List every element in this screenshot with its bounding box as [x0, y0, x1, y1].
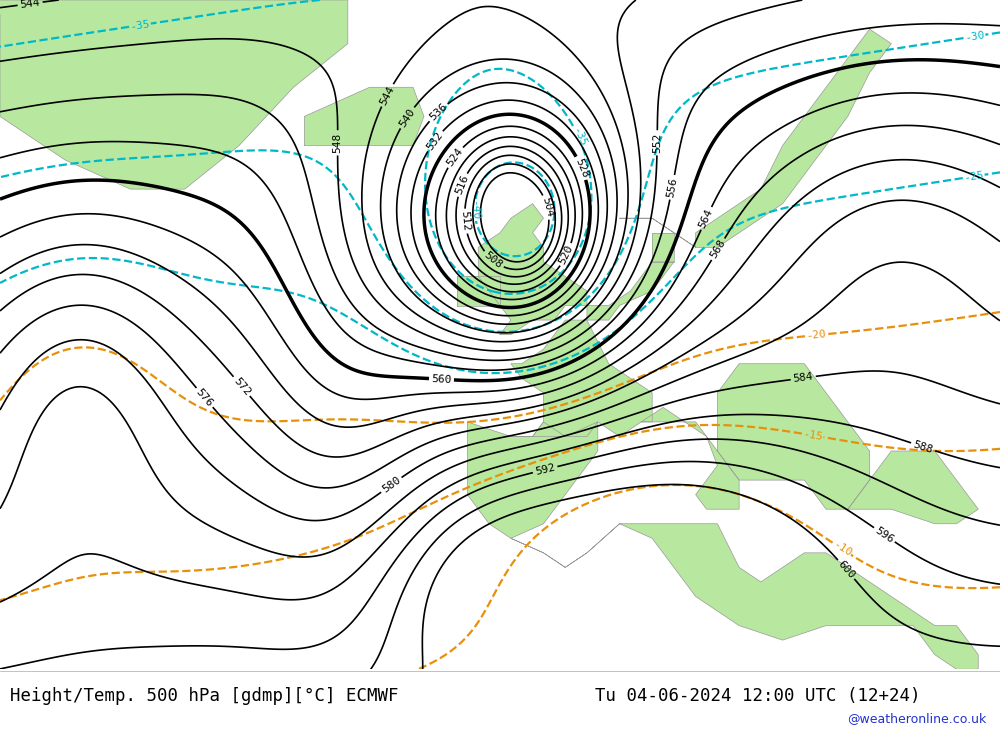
Text: 600: 600: [836, 559, 857, 581]
Text: @weatheronline.co.uk: @weatheronline.co.uk: [847, 712, 986, 726]
Text: Height/Temp. 500 hPa [gdmp][°C] ECMWF: Height/Temp. 500 hPa [gdmp][°C] ECMWF: [10, 687, 398, 705]
Text: -25: -25: [963, 170, 984, 183]
Text: 528: 528: [573, 157, 590, 180]
Text: 536: 536: [427, 102, 449, 123]
Text: 508: 508: [482, 250, 504, 270]
Polygon shape: [511, 320, 652, 436]
Text: 520: 520: [557, 243, 575, 266]
Polygon shape: [467, 422, 598, 538]
Text: 544: 544: [19, 0, 41, 10]
Polygon shape: [641, 408, 739, 509]
Text: 580: 580: [380, 475, 402, 495]
Text: -30: -30: [964, 30, 985, 43]
Text: 588: 588: [912, 439, 934, 454]
Text: 516: 516: [453, 174, 470, 196]
Text: 568: 568: [709, 238, 728, 260]
Text: -35: -35: [129, 19, 151, 32]
Text: -10: -10: [831, 539, 853, 559]
Polygon shape: [0, 0, 348, 189]
Polygon shape: [848, 451, 978, 524]
Text: 524: 524: [445, 146, 465, 168]
Polygon shape: [587, 262, 674, 320]
Text: 544: 544: [378, 84, 396, 106]
Polygon shape: [457, 276, 500, 306]
Polygon shape: [717, 364, 870, 509]
Text: 512: 512: [459, 210, 471, 232]
Text: 504: 504: [540, 196, 555, 218]
Text: 560: 560: [431, 374, 452, 385]
Text: 592: 592: [534, 463, 556, 477]
Polygon shape: [511, 524, 978, 669]
Text: 532: 532: [425, 130, 445, 152]
Polygon shape: [652, 233, 674, 262]
Polygon shape: [478, 204, 587, 334]
Text: -40: -40: [469, 200, 480, 220]
Text: 540: 540: [397, 106, 417, 129]
Text: 548: 548: [333, 133, 343, 153]
Text: 596: 596: [873, 525, 896, 545]
Text: 572: 572: [231, 375, 252, 397]
Text: Tu 04-06-2024 12:00 UTC (12+24): Tu 04-06-2024 12:00 UTC (12+24): [595, 687, 920, 705]
Polygon shape: [304, 87, 424, 145]
Text: -15: -15: [802, 429, 824, 442]
Text: 564: 564: [697, 207, 715, 229]
Text: 556: 556: [665, 177, 679, 198]
Text: 552: 552: [652, 133, 662, 153]
Polygon shape: [620, 29, 891, 247]
Text: 576: 576: [194, 387, 215, 408]
Text: 584: 584: [793, 372, 814, 384]
Text: -20: -20: [805, 329, 827, 341]
Text: -35: -35: [570, 126, 587, 149]
